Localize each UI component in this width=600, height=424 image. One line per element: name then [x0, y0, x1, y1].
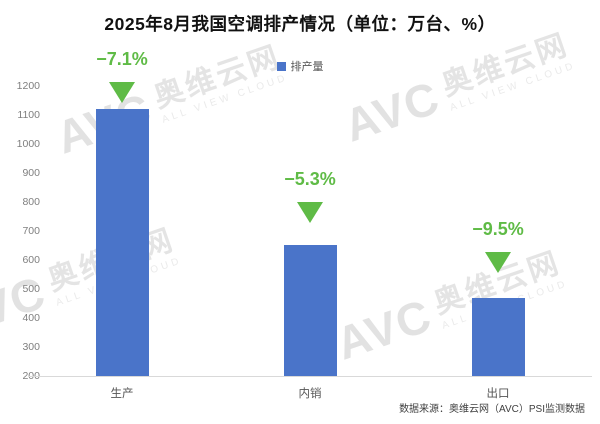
data-source-note: 数据来源：奥维云网（AVC）PSI监测数据 [399, 404, 585, 415]
legend-marker-icon [276, 61, 286, 71]
y-axis-tick-label: 1000 [16, 138, 40, 150]
y-axis-tick-label: 500 [22, 283, 40, 295]
export-yoy-change-label: −9.5% [472, 218, 524, 239]
avc-logo-icon: AVC [0, 265, 52, 347]
domestic-sales-bar [283, 244, 337, 376]
y-axis-tick-label: 1200 [16, 80, 40, 92]
x-axis-category-label: 生产 [110, 388, 134, 400]
export-bar [471, 297, 525, 376]
domestic-sales-yoy-change-label: −5.3% [284, 168, 336, 189]
y-axis-tick-label: 700 [22, 225, 40, 237]
y-axis-tick-label: 600 [22, 254, 40, 266]
y-axis-tick-label: 300 [22, 341, 40, 353]
avc-logo-icon: AVC [329, 288, 438, 370]
x-axis-baseline [28, 376, 592, 377]
y-axis-tick-label: 900 [22, 167, 40, 179]
production-yoy-change-label: −7.1% [96, 48, 148, 69]
x-axis-category-label: 内销 [298, 388, 322, 400]
avc-logo-icon: AVC [337, 70, 446, 152]
down-arrow-icon [485, 251, 511, 273]
legend: 排产量 [0, 58, 600, 74]
production-bar [95, 108, 149, 376]
y-axis-tick-label: 400 [22, 312, 40, 324]
x-axis-category-label: 出口 [486, 388, 510, 400]
chart-title: 2025年8月我国空调排产情况（单位：万台、%） [104, 14, 496, 34]
watermark-en-text: ALL VIEW CLOUD [160, 71, 290, 126]
y-axis-tick-label: 1100 [17, 109, 40, 121]
down-arrow-icon [109, 81, 135, 103]
legend-label: 排产量 [290, 61, 324, 73]
down-arrow-icon [297, 201, 323, 223]
y-axis-tick-label: 800 [22, 196, 40, 208]
